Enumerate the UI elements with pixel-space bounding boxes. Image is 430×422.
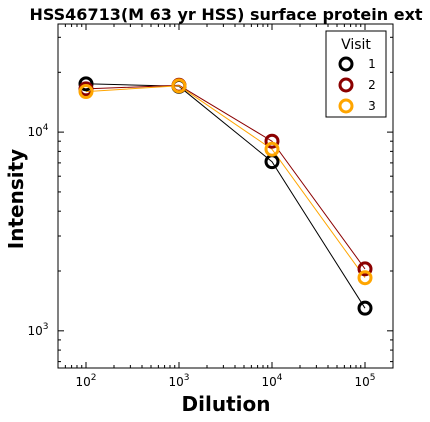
y-axis-label: Intensity xyxy=(4,149,28,249)
x-tick-label: 105 xyxy=(354,373,375,389)
y-tick-label: 103 xyxy=(27,322,48,338)
y-tick-label: 104 xyxy=(27,123,48,139)
chart-title: HSS46713(M 63 yr HSS) surface protein ex… xyxy=(29,5,422,24)
legend-label: 3 xyxy=(368,99,376,113)
legend: Visit 1 2 3 xyxy=(326,31,386,117)
legend-label: 2 xyxy=(368,78,376,92)
legend-title: Visit xyxy=(341,37,371,53)
x-tick-label: 103 xyxy=(168,373,189,389)
x-tick-label: 102 xyxy=(75,373,96,389)
x-tick-label: 104 xyxy=(261,373,282,389)
legend-label: 1 xyxy=(368,57,376,71)
x-axis-label: Dilution xyxy=(182,392,271,416)
series-line-3 xyxy=(86,86,365,278)
